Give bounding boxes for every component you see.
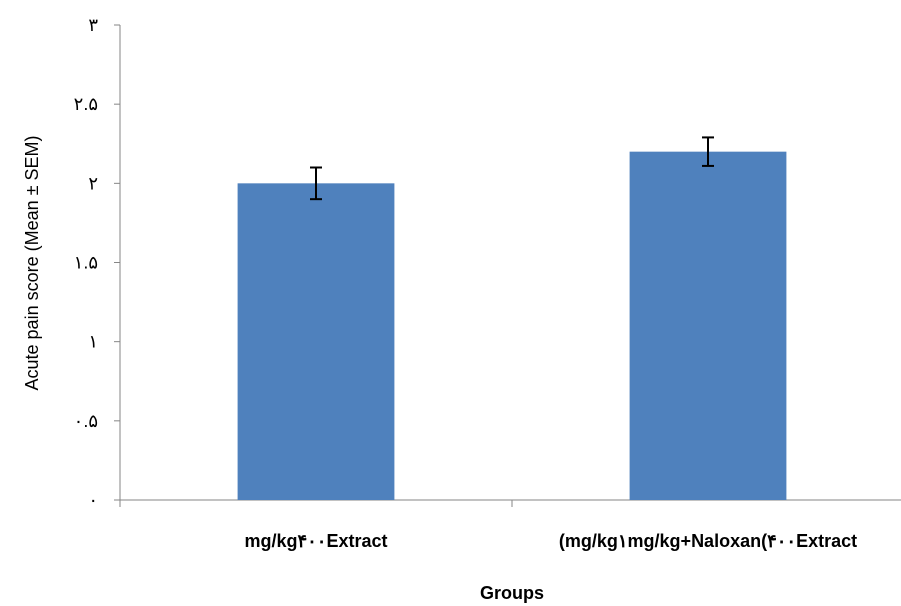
bar <box>237 183 395 501</box>
bar <box>629 151 787 500</box>
x-tick-label: (mg/kg۱mg/kg+Naloxan(۴۰۰Extract <box>559 531 857 551</box>
error-bar <box>310 166 322 201</box>
y-axis: ۰ ۰.۵ ۱ ۱.۵ ۲ ۲.۵ ۳ <box>74 15 121 510</box>
y-axis-title: Acute pain score (Mean ± SEM) <box>22 136 42 391</box>
x-tick-label: mg/kg۴۰۰Extract <box>244 531 387 551</box>
y-tick-label: ۰.۵ <box>74 411 98 431</box>
y-tick-label: ۲ <box>88 173 98 193</box>
x-axis-title: Groups <box>480 583 544 603</box>
error-bar <box>702 136 714 167</box>
y-tick-label: ۲.۵ <box>74 94 98 114</box>
y-tick-label: ۱ <box>88 332 98 352</box>
y-tick-label: ۳ <box>88 15 98 35</box>
x-axis: mg/kg۴۰۰Extract (mg/kg۱mg/kg+Naloxan(۴۰۰E… <box>119 499 901 551</box>
y-tick-label: ۱.۵ <box>74 253 98 273</box>
y-tick-label: ۰ <box>88 490 98 510</box>
bars <box>237 136 787 501</box>
